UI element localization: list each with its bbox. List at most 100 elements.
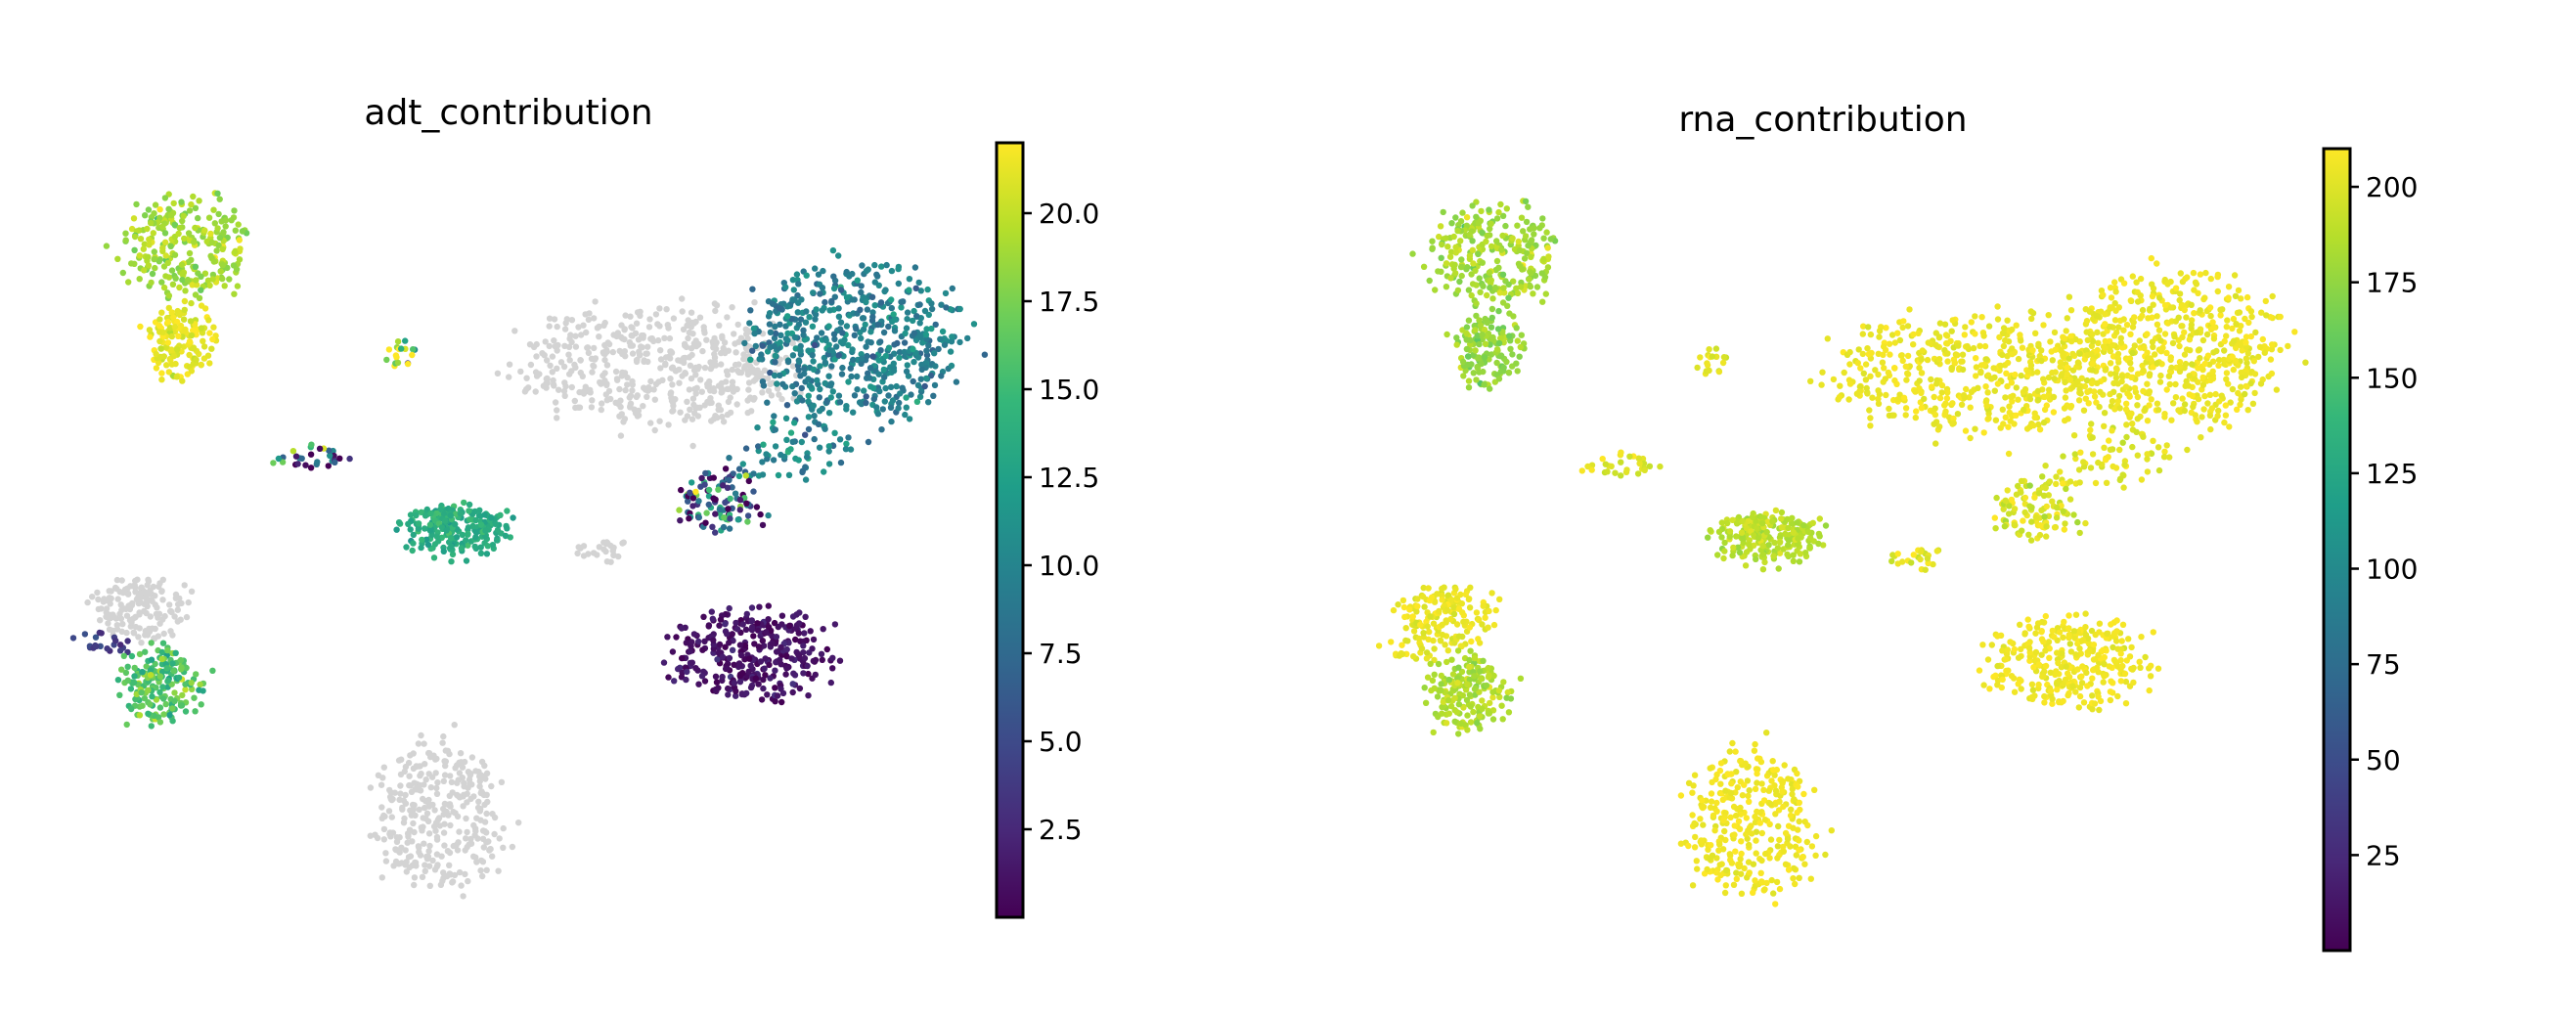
scatter-point — [719, 332, 726, 339]
scatter-point — [867, 383, 874, 390]
scatter-point — [787, 446, 794, 453]
scatter-point — [794, 309, 801, 316]
scatter-point — [2106, 437, 2112, 444]
scatter-point — [2207, 275, 2214, 283]
scatter-point — [689, 395, 697, 402]
scatter-point — [2194, 419, 2200, 425]
scatter-point — [825, 323, 832, 330]
scatter-point — [1697, 354, 1704, 361]
scatter-point — [1452, 244, 1459, 250]
scatter-point — [440, 548, 447, 554]
scatter-point — [777, 338, 783, 346]
scatter-point — [1435, 268, 1442, 275]
scatter-point — [764, 691, 771, 698]
scatter-point — [862, 321, 868, 329]
scatter-point — [170, 199, 177, 207]
scatter-point — [2017, 332, 2023, 338]
scatter-point — [1452, 214, 1459, 221]
scatter-point — [186, 249, 194, 257]
scatter-point — [801, 336, 809, 343]
scatter-point — [92, 634, 100, 641]
scatter-point — [1816, 515, 1824, 522]
scatter-point — [1545, 253, 1552, 260]
scatter-point — [489, 542, 497, 549]
scatter-point — [837, 287, 845, 293]
scatter-point — [924, 286, 931, 293]
scatter-point — [1437, 223, 1444, 230]
scatter-point — [903, 368, 910, 375]
scatter-point — [854, 373, 861, 380]
scatter-point — [1513, 325, 1520, 332]
scatter-point — [181, 306, 188, 314]
scatter-point — [140, 245, 147, 252]
scatter-point — [1443, 331, 1450, 338]
scatter-point — [913, 398, 921, 405]
scatter-point — [718, 379, 726, 387]
scatter-point — [486, 846, 494, 853]
scatter-point — [2188, 301, 2195, 308]
scatter-point — [396, 834, 403, 841]
scatter-point — [664, 634, 671, 641]
scatter-point — [880, 366, 887, 374]
scatter-point — [467, 770, 474, 777]
scatter-point — [2061, 526, 2067, 533]
scatter-point — [125, 279, 132, 286]
scatter-point — [588, 355, 596, 362]
scatter-point — [551, 316, 558, 323]
scatter-point — [754, 424, 761, 431]
scatter-point — [802, 431, 809, 438]
scatter-point — [468, 754, 476, 761]
scatter-point — [460, 803, 466, 810]
scatter-point — [2221, 337, 2228, 345]
scatter-point — [2197, 355, 2203, 362]
scatter-point — [2068, 337, 2075, 345]
scatter-point — [148, 640, 155, 646]
scatter-point — [168, 608, 175, 616]
scatter-point — [130, 679, 138, 687]
scatter-point — [143, 663, 150, 670]
scatter-point — [722, 499, 729, 506]
scatter-point — [616, 385, 623, 393]
scatter-point — [673, 634, 680, 641]
scatter-point — [827, 679, 834, 687]
scatter-point — [771, 413, 777, 420]
scatter-point — [2076, 529, 2083, 537]
scatter-point — [137, 236, 145, 243]
scatter-point — [466, 508, 472, 514]
scatter-point — [1970, 344, 1977, 352]
scatter-point — [2091, 388, 2098, 395]
scatter-point — [603, 381, 610, 388]
scatter-point — [1935, 356, 1943, 363]
scatter-point — [135, 634, 142, 641]
scatter-point — [2202, 269, 2209, 277]
scatter-point — [739, 670, 746, 677]
scatter-point — [1522, 233, 1530, 240]
scatter-point — [816, 444, 823, 451]
scatter-point — [823, 645, 830, 653]
scatter-point — [923, 347, 930, 354]
scatter-point — [463, 815, 469, 822]
scatter-point — [467, 795, 474, 803]
scatter-point — [915, 279, 922, 287]
scatter-point — [1429, 238, 1436, 244]
scatter-point — [1489, 333, 1496, 341]
scatter-point — [449, 551, 457, 558]
scatter-point — [161, 195, 169, 201]
scatter-point — [422, 776, 429, 783]
scatter-point — [483, 791, 490, 798]
scatter-point — [898, 304, 905, 311]
scatter-point — [1999, 406, 2006, 413]
scatter-point — [464, 790, 470, 797]
scatter-point — [2034, 369, 2041, 376]
scatter-point — [1962, 427, 1970, 434]
scatter-point — [2244, 407, 2251, 414]
scatter-point — [1857, 365, 1864, 372]
scatter-point — [2129, 273, 2136, 280]
scatter-point — [740, 365, 748, 372]
scatter-point — [2223, 324, 2230, 331]
scatter-point — [1961, 332, 1969, 338]
scatter-point — [176, 224, 183, 232]
scatter-point — [2203, 331, 2211, 338]
scatter-point — [685, 317, 691, 324]
scatter-point — [701, 481, 708, 488]
